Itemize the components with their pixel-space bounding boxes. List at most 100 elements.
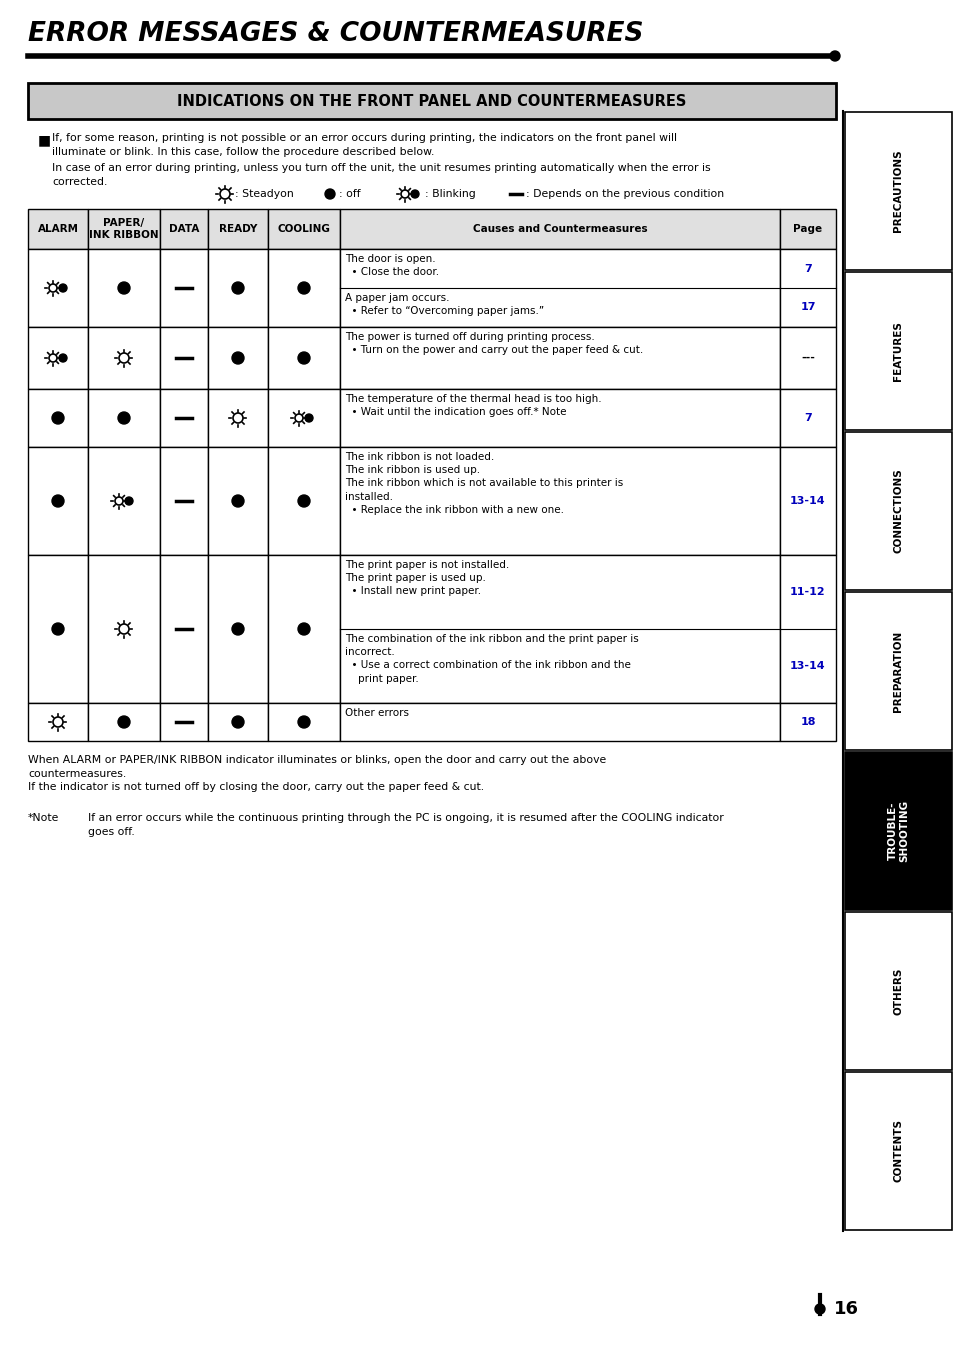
Text: FEATURES: FEATURES (893, 322, 902, 381)
FancyBboxPatch shape (28, 249, 88, 327)
Text: The power is turned off during printing process.
  • Turn on the power and carry: The power is turned off during printing … (345, 332, 642, 355)
Circle shape (52, 494, 64, 507)
FancyBboxPatch shape (160, 327, 208, 389)
Text: CONTENTS: CONTENTS (893, 1120, 902, 1182)
FancyBboxPatch shape (160, 389, 208, 447)
Circle shape (297, 282, 310, 295)
Circle shape (118, 716, 130, 728)
FancyBboxPatch shape (268, 447, 339, 555)
FancyBboxPatch shape (88, 249, 160, 327)
FancyBboxPatch shape (780, 249, 835, 327)
Text: The temperature of the thermal head is too high.
  • Wait until the indication g: The temperature of the thermal head is t… (345, 394, 601, 417)
FancyBboxPatch shape (208, 209, 268, 249)
FancyBboxPatch shape (28, 327, 88, 389)
FancyBboxPatch shape (28, 209, 88, 249)
Text: ERROR MESSAGES & COUNTERMEASURES: ERROR MESSAGES & COUNTERMEASURES (28, 22, 643, 47)
FancyBboxPatch shape (844, 592, 951, 750)
Text: The ink ribbon is not loaded.
The ink ribbon is used up.
The ink ribbon which is: The ink ribbon is not loaded. The ink ri… (345, 453, 622, 515)
Text: Causes and Countermeasures: Causes and Countermeasures (472, 224, 647, 234)
Text: ALARM: ALARM (37, 224, 78, 234)
FancyBboxPatch shape (160, 703, 208, 740)
FancyBboxPatch shape (780, 389, 835, 447)
Circle shape (118, 412, 130, 424)
FancyBboxPatch shape (88, 389, 160, 447)
FancyBboxPatch shape (339, 555, 780, 703)
FancyBboxPatch shape (780, 327, 835, 389)
Text: 16: 16 (833, 1300, 858, 1319)
Text: READY: READY (218, 224, 257, 234)
FancyBboxPatch shape (208, 249, 268, 327)
Circle shape (232, 282, 244, 295)
Circle shape (52, 412, 64, 424)
Circle shape (305, 413, 313, 422)
FancyBboxPatch shape (160, 447, 208, 555)
Text: Page: Page (793, 224, 821, 234)
FancyBboxPatch shape (28, 389, 88, 447)
Circle shape (297, 353, 310, 363)
Text: PREPARATION: PREPARATION (893, 631, 902, 712)
Text: 18: 18 (800, 717, 815, 727)
FancyBboxPatch shape (268, 209, 339, 249)
FancyBboxPatch shape (339, 209, 780, 249)
Text: INDICATIONS ON THE FRONT PANEL AND COUNTERMEASURES: INDICATIONS ON THE FRONT PANEL AND COUNT… (177, 93, 686, 108)
FancyBboxPatch shape (780, 555, 835, 703)
Text: ---: --- (801, 353, 814, 363)
Text: OTHERS: OTHERS (893, 967, 902, 1015)
Circle shape (118, 282, 130, 295)
FancyBboxPatch shape (780, 703, 835, 740)
FancyBboxPatch shape (160, 249, 208, 327)
Text: 13-14: 13-14 (789, 496, 825, 507)
FancyBboxPatch shape (88, 703, 160, 740)
FancyBboxPatch shape (28, 82, 835, 119)
Circle shape (829, 51, 840, 61)
FancyBboxPatch shape (268, 555, 339, 703)
Text: ■: ■ (38, 132, 51, 147)
Circle shape (232, 716, 244, 728)
Circle shape (59, 284, 67, 292)
Text: 7: 7 (803, 413, 811, 423)
FancyBboxPatch shape (88, 209, 160, 249)
FancyBboxPatch shape (88, 327, 160, 389)
Text: In case of an error during printing, unless you turn off the unit, the unit resu: In case of an error during printing, unl… (52, 163, 710, 186)
Circle shape (297, 623, 310, 635)
FancyBboxPatch shape (339, 327, 780, 389)
FancyBboxPatch shape (208, 389, 268, 447)
Circle shape (325, 189, 335, 199)
Text: DATA: DATA (169, 224, 199, 234)
FancyBboxPatch shape (268, 327, 339, 389)
Circle shape (52, 623, 64, 635)
Text: 17: 17 (800, 303, 815, 312)
Text: TROUBLE-
SHOOTING: TROUBLE- SHOOTING (887, 800, 908, 862)
FancyBboxPatch shape (160, 555, 208, 703)
FancyBboxPatch shape (844, 912, 951, 1070)
Text: 11-12: 11-12 (789, 586, 825, 597)
Circle shape (59, 354, 67, 362)
Text: If, for some reason, printing is not possible or an error occurs during printing: If, for some reason, printing is not pos… (52, 132, 677, 157)
FancyBboxPatch shape (844, 272, 951, 430)
FancyBboxPatch shape (268, 249, 339, 327)
Circle shape (814, 1304, 824, 1315)
Circle shape (297, 494, 310, 507)
Text: The door is open.
  • Close the door.: The door is open. • Close the door. (345, 254, 438, 277)
FancyBboxPatch shape (28, 555, 88, 703)
FancyBboxPatch shape (844, 432, 951, 590)
FancyBboxPatch shape (208, 555, 268, 703)
Text: : Depends on the previous condition: : Depends on the previous condition (525, 189, 723, 199)
FancyBboxPatch shape (780, 209, 835, 249)
FancyBboxPatch shape (208, 703, 268, 740)
Circle shape (125, 497, 132, 505)
Text: : Steadyon: : Steadyon (234, 189, 294, 199)
Text: The combination of the ink ribbon and the print paper is
incorrect.
  • Use a co: The combination of the ink ribbon and th… (345, 634, 639, 684)
FancyBboxPatch shape (339, 249, 780, 327)
FancyBboxPatch shape (844, 753, 951, 911)
FancyBboxPatch shape (780, 447, 835, 555)
Text: 13-14: 13-14 (789, 661, 825, 671)
FancyBboxPatch shape (88, 555, 160, 703)
Text: : off: : off (338, 189, 360, 199)
FancyBboxPatch shape (268, 703, 339, 740)
Text: The print paper is not installed.
The print paper is used up.
  • Install new pr: The print paper is not installed. The pr… (345, 561, 509, 596)
FancyBboxPatch shape (28, 703, 88, 740)
FancyBboxPatch shape (160, 209, 208, 249)
Circle shape (232, 623, 244, 635)
FancyBboxPatch shape (88, 447, 160, 555)
